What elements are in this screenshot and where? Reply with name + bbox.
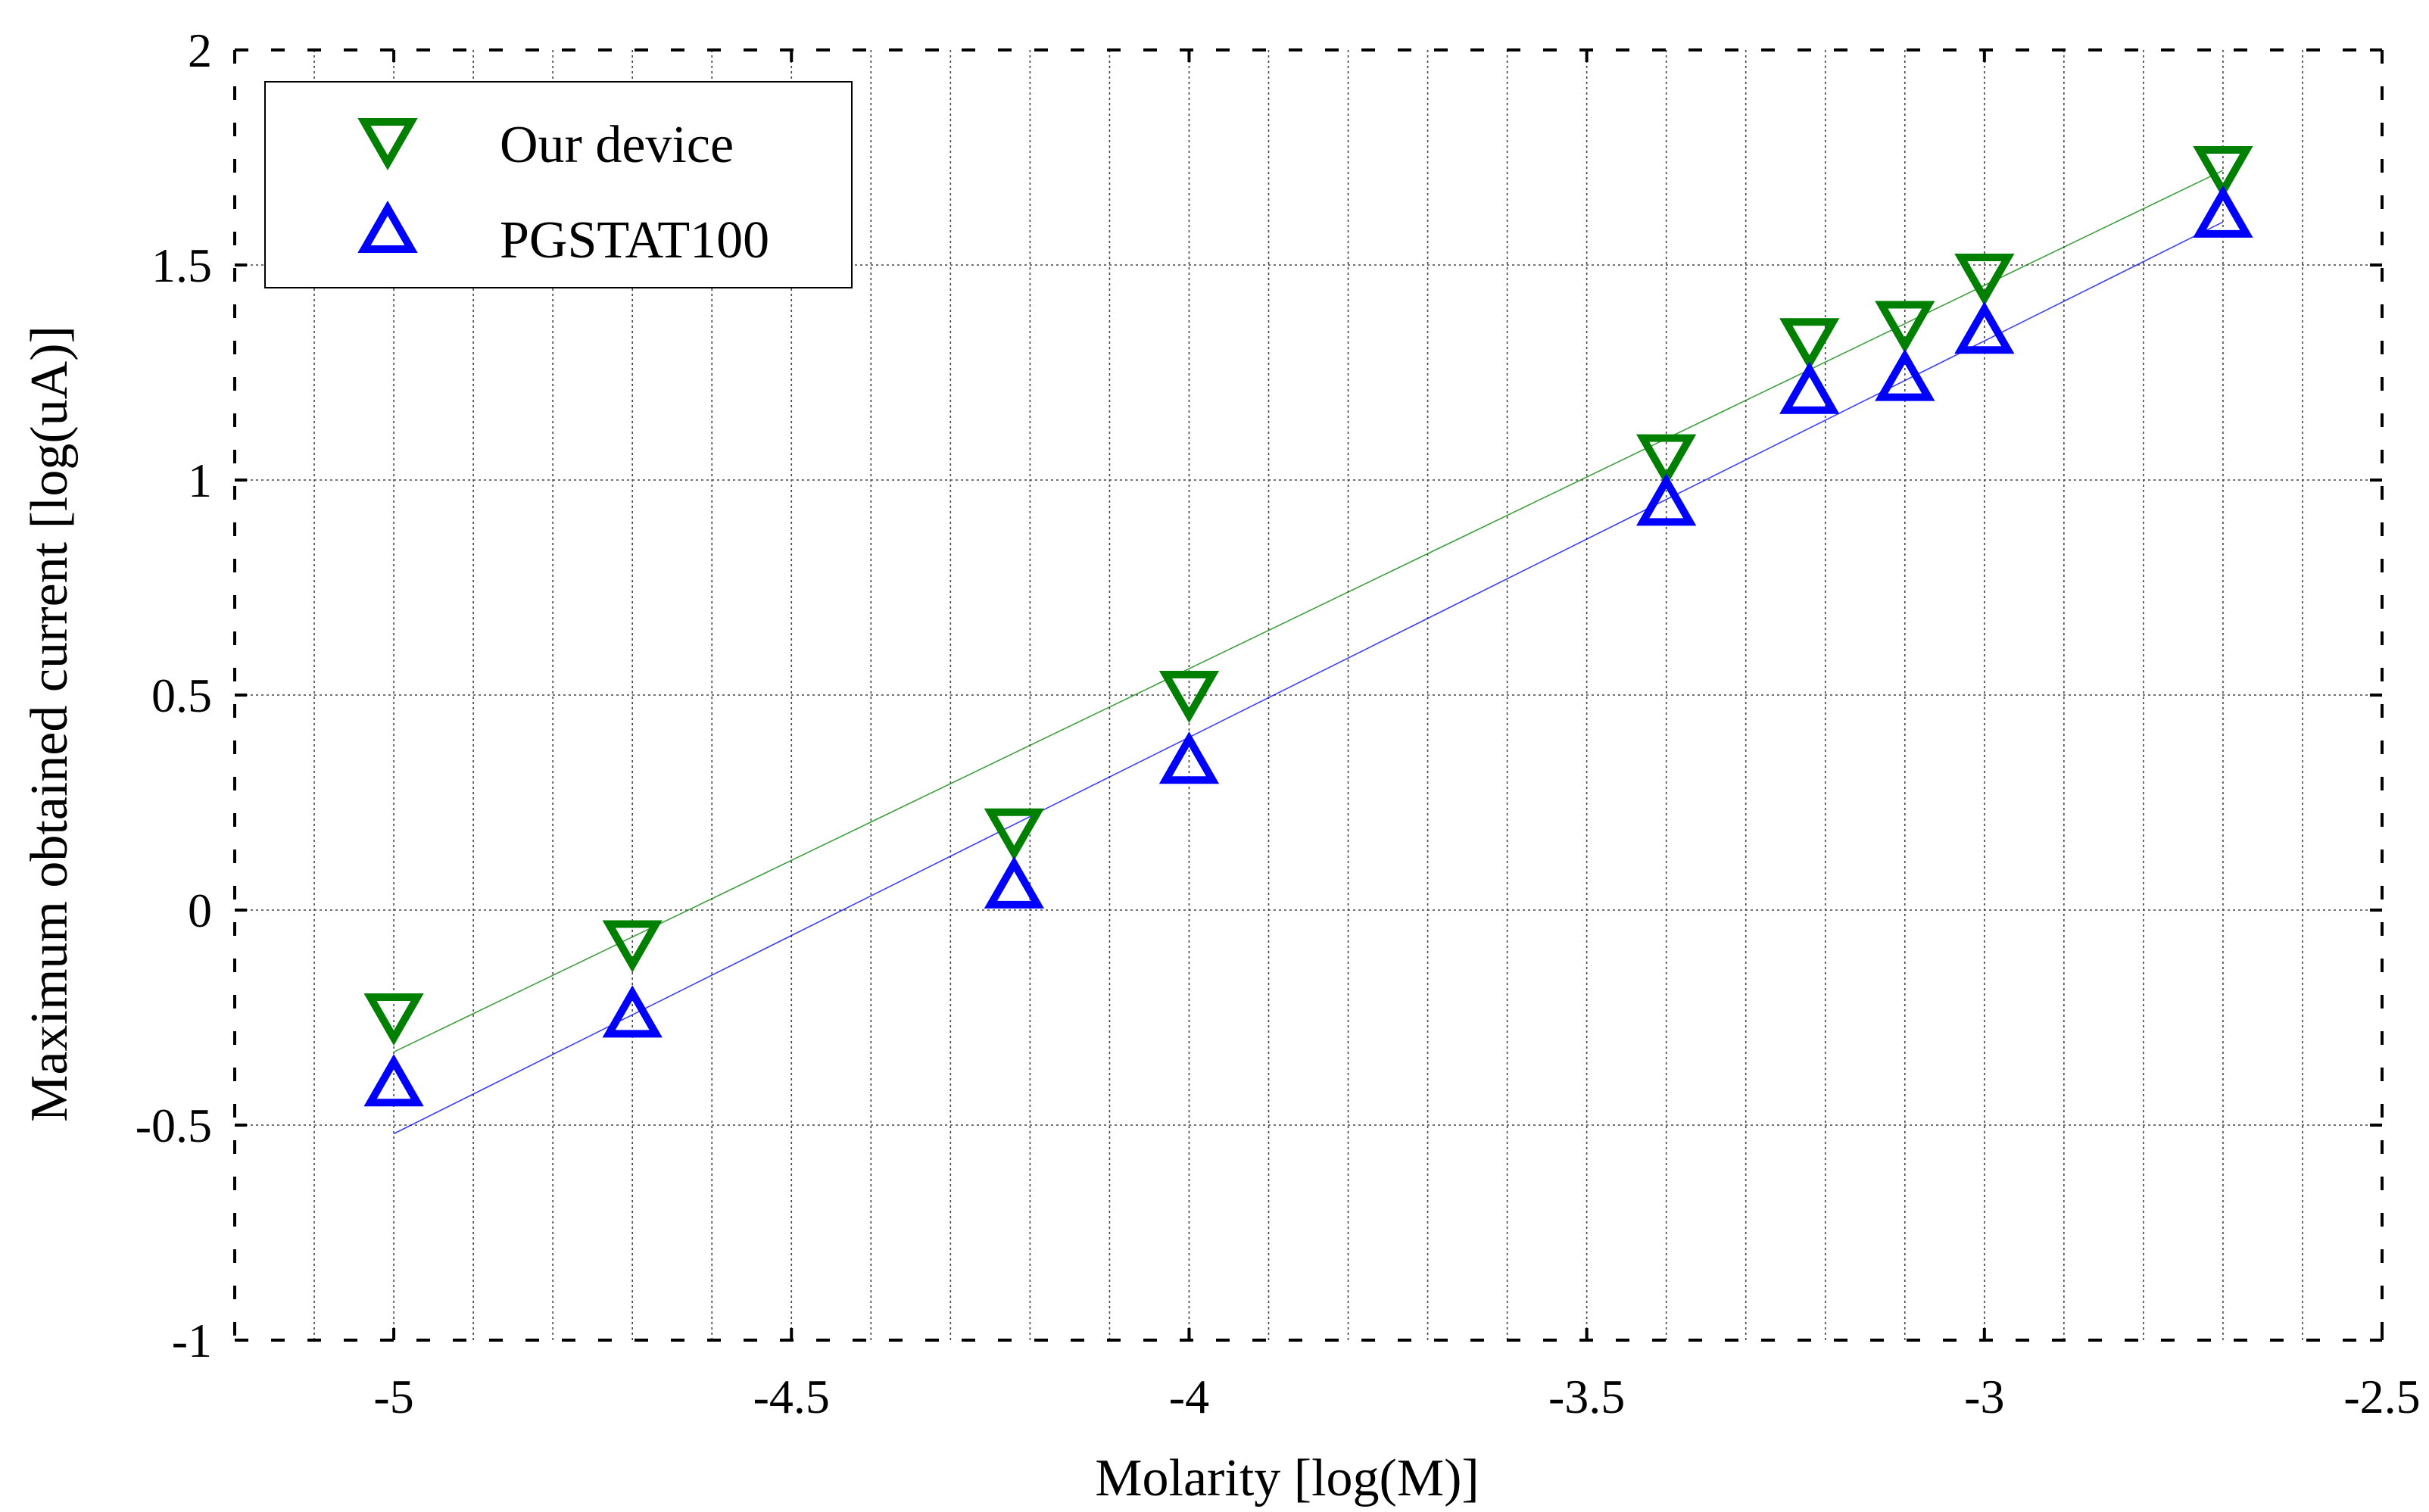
point-our-device [1875, 301, 1935, 354]
point-pgstat100 [1779, 361, 1840, 414]
legend: Our device PGSTAT100 [264, 81, 853, 288]
point-pgstat100 [602, 985, 663, 1038]
point-our-device [1954, 254, 2015, 307]
point-our-device [2193, 146, 2253, 199]
point-our-device [363, 993, 424, 1046]
point-our-device [1158, 671, 1220, 724]
y-tick-label: 0 [188, 884, 212, 937]
x-tick-label: -4 [1169, 1370, 1209, 1423]
point-our-device [984, 808, 1044, 861]
y-tick-label: -1 [172, 1314, 212, 1367]
legend-symbol-pgstat100 [357, 200, 418, 253]
legend-marker-our-device [357, 118, 418, 171]
tick-labels: -5 -4.5 -4 -3.5 -3 -2.5 -1 -0.5 0 0.5 1 1.5 2 [136, 23, 2421, 1423]
y-tick-label: 2 [188, 23, 212, 77]
x-tick-label: -2.5 [2343, 1370, 2420, 1423]
point-pgstat100 [1954, 301, 2015, 354]
legend-label-pgstat100: PGSTAT100 [500, 211, 769, 270]
y-axis-title: Maximum obtained current [log(uA)] [20, 326, 79, 1122]
y-tick-label: 1 [188, 454, 212, 507]
legend-label-our-device: Our device [500, 116, 734, 174]
x-axis-title: Molarity [log(M)] [1095, 1449, 1479, 1507]
y-tick-label: 0.5 [151, 669, 212, 722]
point-our-device [1636, 434, 1697, 487]
fit-lines [393, 170, 2224, 1135]
plot-frame [233, 48, 2384, 1342]
x-tick-label: -5 [373, 1370, 413, 1423]
legend-box [264, 81, 853, 288]
point-our-device [602, 920, 663, 973]
point-pgstat100 [363, 1054, 424, 1107]
point-pgstat100 [2193, 185, 2253, 238]
data-markers [363, 146, 2253, 1107]
point-pgstat100 [1875, 348, 1935, 401]
x-tick-label: -4.5 [753, 1370, 830, 1423]
legend-marker-pgstat100 [357, 200, 418, 253]
y-tick-label: 1.5 [151, 238, 212, 292]
point-pgstat100 [1636, 473, 1697, 526]
point-our-device [1779, 318, 1840, 371]
x-tick-label: -3 [1964, 1370, 2004, 1423]
fit-line-pgstat100 [393, 221, 2224, 1135]
y-tick-label: -0.5 [136, 1099, 212, 1152]
legend-symbol-our-device [357, 118, 418, 171]
point-pgstat100 [1158, 731, 1220, 784]
point-pgstat100 [984, 856, 1044, 909]
x-tick-label: -3.5 [1548, 1370, 1625, 1423]
fit-line-our-device [393, 170, 2224, 1053]
